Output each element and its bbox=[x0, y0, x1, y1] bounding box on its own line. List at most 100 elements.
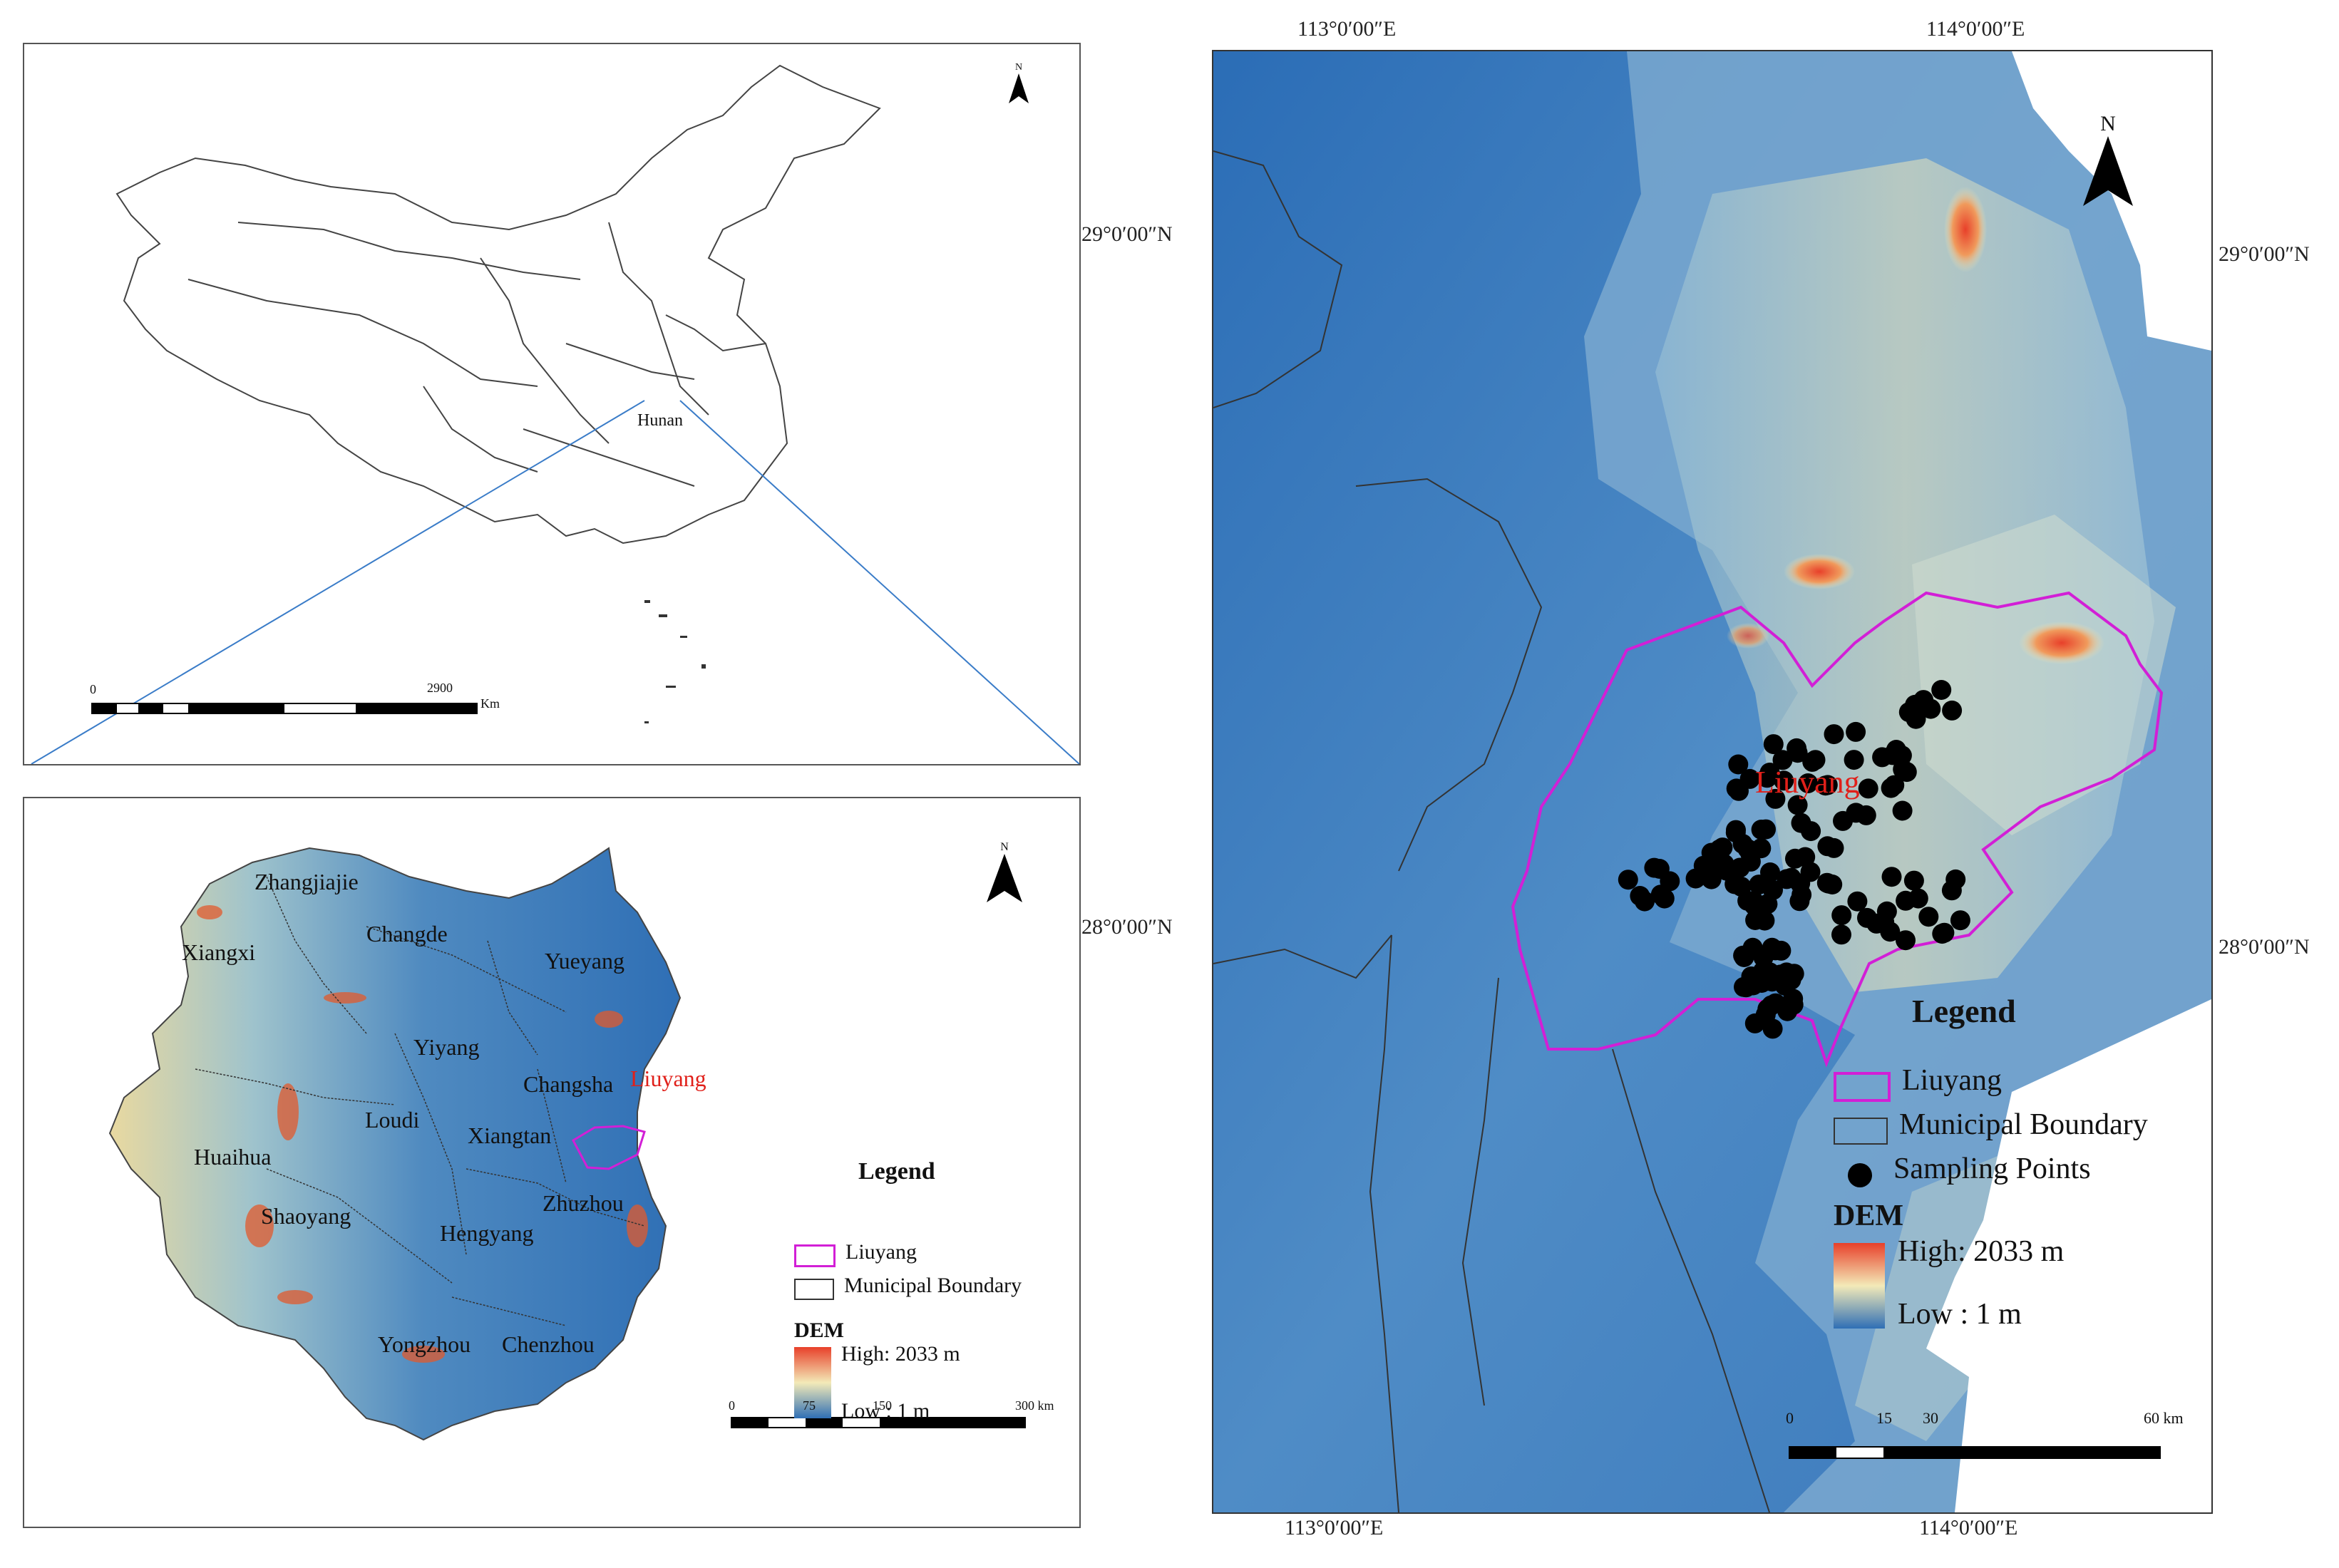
study-dem-svg bbox=[1213, 51, 2211, 1512]
municipal-swatch bbox=[794, 1279, 834, 1301]
city-label-xiangtan: Xiangtan bbox=[468, 1123, 552, 1148]
liuyang-outline bbox=[1511, 591, 2164, 1068]
sampling-point bbox=[1824, 724, 1844, 745]
sampling-point bbox=[1728, 754, 1749, 775]
study-scale-60: 60 km bbox=[2144, 1409, 2184, 1427]
sampling-point bbox=[1892, 800, 1913, 821]
sampling-point bbox=[1896, 930, 1916, 951]
north-arrow-icon bbox=[987, 854, 1022, 902]
north-arrow-icon bbox=[1009, 73, 1029, 103]
sampling-point bbox=[1726, 778, 1747, 799]
north-arrow: N bbox=[1004, 62, 1033, 109]
city-label-zhuzhou: Zhuzhou bbox=[543, 1190, 624, 1216]
china-scale-unit: Km bbox=[480, 696, 500, 711]
sampling-point bbox=[1753, 947, 1774, 968]
sampling-point bbox=[1846, 721, 1866, 742]
sampling-point bbox=[1805, 750, 1826, 770]
sampling-point bbox=[1881, 867, 1902, 887]
hunan-scale-0: 0 bbox=[729, 1398, 735, 1413]
sampling-point bbox=[1815, 775, 1836, 796]
sampling-point bbox=[1791, 884, 1812, 905]
liuyang-swatch bbox=[794, 1244, 836, 1268]
lon-label-bottom-113: 113°0′00″E bbox=[1285, 1516, 1384, 1539]
sampling-point bbox=[1649, 859, 1670, 879]
sampling-point bbox=[1618, 870, 1638, 890]
city-label-yueyang: Yueyang bbox=[545, 948, 624, 974]
lat-label-right-29: 29°0′00″N bbox=[2219, 242, 2310, 266]
sampling-point bbox=[1898, 702, 1919, 723]
sampling-point bbox=[1765, 993, 1786, 1013]
sampling-point bbox=[1941, 880, 1962, 901]
sampling-point bbox=[1874, 912, 1895, 932]
lat-label-left-29: 29°0′00″N bbox=[1081, 222, 1173, 246]
city-label-yiyang: Yiyang bbox=[413, 1034, 480, 1060]
hunan-liuyang-outline bbox=[572, 1125, 646, 1170]
lon-label-bottom-114: 114°0′00″E bbox=[1919, 1516, 2018, 1539]
sampling-point bbox=[1856, 805, 1876, 825]
study-scale-15: 15 bbox=[1876, 1409, 1892, 1427]
legend-item-municipal: Municipal Boundary bbox=[794, 1274, 1022, 1301]
sampling-point bbox=[1774, 770, 1794, 791]
sampling-point bbox=[1751, 820, 1772, 840]
sampling-point bbox=[1733, 945, 1754, 966]
sampling-point bbox=[1931, 680, 1952, 700]
city-label-huaihua: Huaihua bbox=[194, 1144, 272, 1170]
legend-label: Liuyang bbox=[1902, 1064, 2002, 1097]
north-arrow-icon bbox=[2083, 136, 2133, 206]
sampling-point bbox=[1763, 880, 1783, 900]
study-liuyang-label: Liuyang bbox=[1755, 765, 1860, 800]
sampling-point bbox=[1650, 884, 1671, 905]
study-scale-30: 30 bbox=[1923, 1409, 1938, 1427]
study-dem-low: Low : 1 m bbox=[1898, 1298, 2022, 1331]
north-label: N bbox=[1014, 62, 1023, 73]
sampling-point bbox=[1798, 773, 1819, 793]
city-label-chenzhou: Chenzhou bbox=[502, 1331, 595, 1357]
lon-label-top-114: 114°0′00″E bbox=[1926, 17, 2025, 41]
sampling-point bbox=[1757, 768, 1777, 788]
hunan-scale-75: 75 bbox=[803, 1398, 816, 1413]
legend-label: Sampling Points bbox=[1893, 1152, 2091, 1185]
sampling-point bbox=[1772, 750, 1793, 770]
sampling-point bbox=[1817, 836, 1838, 857]
city-label-changde: Changde bbox=[366, 921, 448, 947]
sampling-point bbox=[1884, 775, 1905, 795]
sampling-point bbox=[1712, 837, 1733, 858]
city-label-yongzhou: Yongzhou bbox=[378, 1331, 471, 1357]
study-dem-high: High: 2033 m bbox=[1898, 1235, 2065, 1268]
sampling-point bbox=[1921, 698, 1941, 719]
sampling-point bbox=[1833, 810, 1853, 831]
hunan-scale-150: 150 bbox=[873, 1398, 892, 1413]
hunan-north-arrow: N bbox=[983, 841, 1026, 907]
sampling-point bbox=[1743, 975, 1764, 996]
china-scale-bar bbox=[91, 703, 478, 714]
liuyang-swatch bbox=[1834, 1072, 1891, 1103]
sampling-point bbox=[1744, 1013, 1765, 1033]
study-dem-ramp bbox=[1834, 1243, 1885, 1329]
legend-item-municipal: Municipal Boundary bbox=[1834, 1108, 2148, 1145]
hunan-label: Hunan bbox=[637, 411, 683, 430]
china-scale-start: 0 bbox=[90, 682, 96, 696]
sampling-point bbox=[1787, 795, 1808, 815]
sampling-point bbox=[1754, 910, 1775, 931]
sampling-point bbox=[1896, 890, 1916, 911]
china-outline-svg bbox=[31, 64, 1079, 764]
sampling-point bbox=[1795, 847, 1816, 867]
study-scale-bar bbox=[1789, 1446, 2161, 1459]
city-label-loudi: Loudi bbox=[365, 1107, 420, 1133]
study-dem-title: DEM bbox=[1834, 1200, 1903, 1232]
legend-item-liuyang: Liuyang bbox=[1834, 1063, 2002, 1103]
hunan-dem-low: Low : 1 m bbox=[841, 1399, 930, 1423]
legend-label: Municipal Boundary bbox=[844, 1274, 1022, 1297]
hunan-dem-ramp bbox=[794, 1347, 831, 1418]
sampling-point bbox=[1787, 743, 1808, 763]
sampling-point bbox=[1763, 734, 1784, 755]
sampling-point bbox=[1831, 905, 1852, 926]
hunan-legend-title: Legend bbox=[858, 1158, 935, 1185]
legend-label: Municipal Boundary bbox=[1899, 1108, 2148, 1141]
sampling-point bbox=[1766, 969, 1787, 989]
sampling-point bbox=[1932, 924, 1953, 944]
china-overview-map: Hunan N 0 2900 Km bbox=[23, 43, 1081, 765]
legend-item-sampling: Sampling Points bbox=[1848, 1152, 2091, 1188]
legend-item-liuyang: Liuyang bbox=[794, 1240, 917, 1268]
sampling-point bbox=[1858, 778, 1878, 799]
